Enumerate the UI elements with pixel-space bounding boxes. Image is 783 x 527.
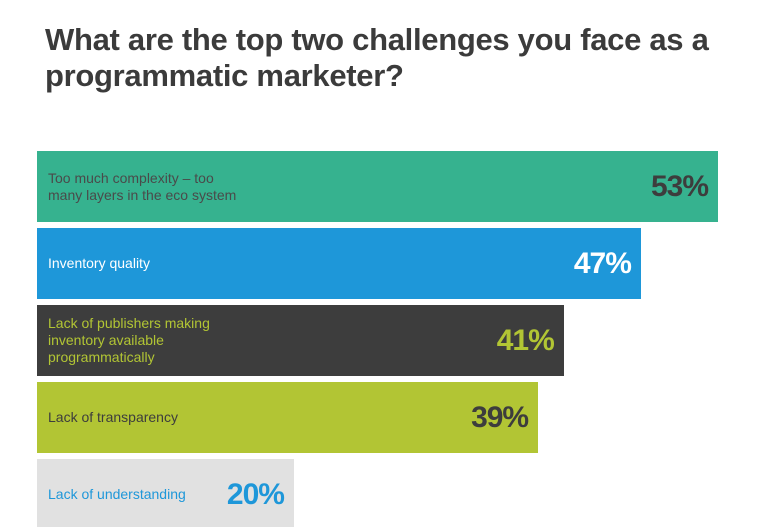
category-label: Lack of publishers making inventory avai… — [48, 315, 210, 365]
bar — [37, 459, 294, 527]
value-label: 47% — [573, 247, 632, 280]
value-label: 41% — [496, 324, 555, 357]
bar — [37, 228, 641, 299]
category-label: Lack of transparency — [48, 409, 178, 425]
category-label: Inventory quality — [48, 255, 150, 271]
bar — [37, 305, 564, 376]
bar — [37, 382, 539, 453]
bar — [37, 151, 718, 222]
value-label: 53% — [650, 170, 709, 203]
value-label: 39% — [471, 401, 529, 434]
category-label: Lack of understanding — [48, 486, 186, 502]
value-label: 20% — [226, 478, 285, 511]
category-label: Too much complexity – too many layers in… — [48, 169, 237, 203]
chart-title: What are the top two challenges you face… — [45, 22, 709, 93]
